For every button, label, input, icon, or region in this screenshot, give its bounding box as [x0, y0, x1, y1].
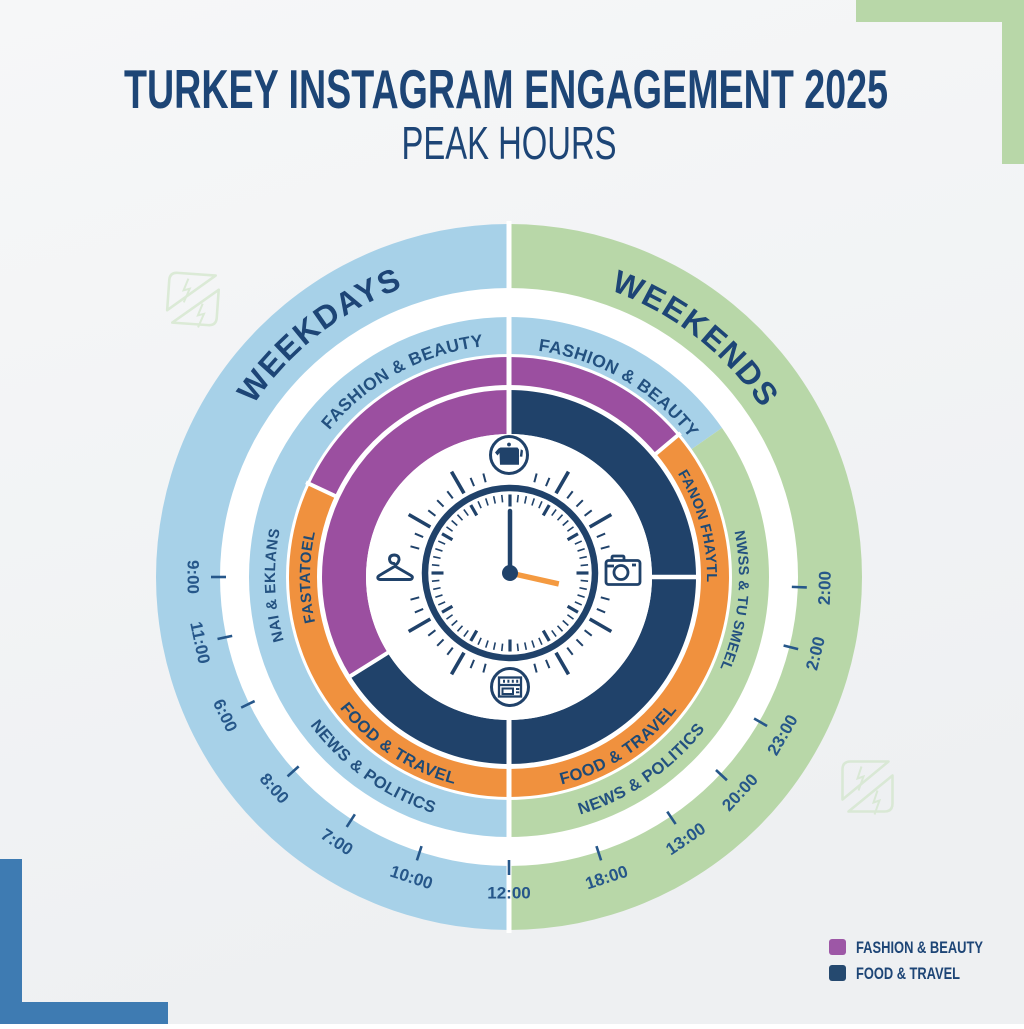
svg-text:FOOD & TRAVEL: FOOD & TRAVEL [856, 964, 960, 983]
svg-text:FASTATOEL: FASTATOEL [297, 529, 319, 625]
svg-text:2:00: 2:00 [815, 571, 835, 606]
svg-text:9:00: 9:00 [184, 560, 203, 594]
svg-text:FASHION & BEAUTY: FASHION & BEAUTY [856, 938, 983, 957]
svg-text:12:00: 12:00 [487, 884, 530, 903]
svg-text:TURKEY INSTAGRAM ENGAGEMENT 20: TURKEY INSTAGRAM ENGAGEMENT 2025 [124, 58, 888, 120]
svg-text:PEAK HOURS: PEAK HOURS [402, 117, 617, 169]
